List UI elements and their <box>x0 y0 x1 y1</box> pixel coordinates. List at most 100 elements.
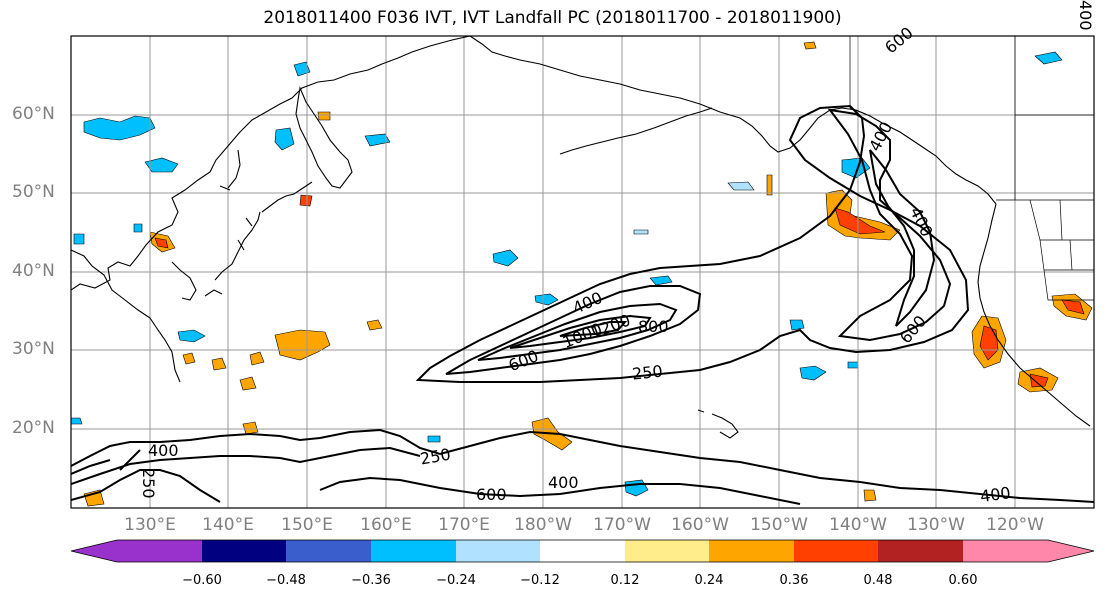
contour-label: 800 <box>638 317 669 336</box>
pc-patch <box>624 479 649 497</box>
pc-patch <box>182 352 196 365</box>
lat-label-40n: 40°N <box>12 261 55 281</box>
lon-label-150w: 150°W <box>750 515 808 535</box>
lon-label-120w: 120°W <box>986 515 1044 535</box>
coastline-alaska <box>469 36 997 205</box>
contour-label: 600 <box>881 23 917 57</box>
pc-patch <box>239 376 257 391</box>
pc-patch <box>177 329 206 343</box>
contour-label: 400 <box>979 483 1012 506</box>
colorbar-tick: −0.24 <box>436 573 476 588</box>
lon-label-140e: 140°E <box>202 515 254 535</box>
coastlines <box>71 36 1091 439</box>
ivt-contour-250-plume <box>415 104 970 383</box>
pc-patch <box>534 293 559 306</box>
lat-label-20n: 20°N <box>12 418 55 438</box>
pc-patch <box>789 319 805 331</box>
pc-patch <box>211 357 227 371</box>
contour-label: 400 <box>548 473 579 492</box>
ivt-contour-sw-600 <box>71 469 801 505</box>
map-panel <box>71 36 1094 508</box>
colorbar-tick: 0.24 <box>694 573 724 588</box>
colorbar-segment <box>878 540 963 562</box>
contour-label: 400 <box>148 441 179 460</box>
colorbar-tick: 0.12 <box>610 573 640 588</box>
colorbar-segment <box>540 540 625 562</box>
pc-patch <box>649 275 673 286</box>
pc-patch <box>847 361 859 369</box>
ivt-contour-sw-400 <box>71 428 1094 503</box>
pc-patch <box>317 111 331 121</box>
colorbar-segment <box>709 540 794 562</box>
colorbar-tick: −0.48 <box>266 573 306 588</box>
pc-patch <box>144 157 179 173</box>
pc-patch <box>249 351 265 366</box>
contour-label: 250 <box>139 468 158 499</box>
lon-label-170w: 170°W <box>593 515 651 535</box>
pc-patch <box>71 417 83 425</box>
pc-patch <box>242 421 259 435</box>
lon-label-160e: 160°E <box>360 515 412 535</box>
lon-label-130e: 130°E <box>124 515 176 535</box>
pc-patch <box>766 174 773 196</box>
colorbar-segment <box>286 540 371 562</box>
colorbar-segment <box>963 540 1048 562</box>
coastline-kamchatka <box>295 86 353 189</box>
pc-patch <box>825 189 901 241</box>
pc-patch <box>73 233 85 245</box>
colorbar-segment <box>794 540 878 562</box>
border-alaska-canada <box>849 36 913 141</box>
lat-label-60n: 60°N <box>12 104 55 124</box>
lon-label-130w: 130°W <box>907 515 965 535</box>
map-frame <box>70 35 1095 509</box>
colorbar-extend-low <box>71 540 117 562</box>
colorbar-tick: 0.60 <box>948 573 978 588</box>
colorbar-segment <box>625 540 709 562</box>
coastline-aleutians <box>559 107 713 155</box>
border-canada-provinces <box>1014 36 1094 200</box>
positive-anomaly-patches <box>83 41 1093 507</box>
ivt-contours <box>71 104 1094 505</box>
colorbar-segment <box>202 540 286 562</box>
ivt-contour-400-north <box>827 108 952 342</box>
ivt-contour-1000 <box>559 321 628 337</box>
lon-label-170e: 170°E <box>438 515 490 535</box>
contour-label: 600 <box>506 346 541 375</box>
lat-label-30n: 30°N <box>12 339 55 359</box>
pc-patch <box>274 127 295 151</box>
colorbar-tick: −0.60 <box>182 573 222 588</box>
lon-label-160w: 160°W <box>671 515 729 535</box>
map-title: 2018011400 F036 IVT, IVT Landfall PC (20… <box>263 8 842 28</box>
contour-label: 400 <box>1076 0 1095 31</box>
political-boundaries <box>849 36 1094 301</box>
lat-label-50n: 50°N <box>12 182 55 202</box>
colorbar-outline <box>70 539 1095 563</box>
coastline-asia <box>71 36 471 291</box>
coastline-japan <box>204 211 261 297</box>
contour-label: 600 <box>476 485 507 504</box>
lon-label-140w: 140°W <box>829 515 887 535</box>
coastline-korea <box>171 261 197 301</box>
pc-patch <box>633 229 649 235</box>
pc-patch <box>803 41 817 50</box>
ivt-contour-400-plume <box>445 285 702 375</box>
coastline-sakhalin <box>219 149 241 191</box>
pc-patch <box>727 181 755 191</box>
colorbar-extend-high <box>1048 540 1094 562</box>
pc-patch <box>427 435 441 443</box>
colorbar-segment <box>456 540 540 562</box>
pc-patch <box>863 489 877 502</box>
pc-patch <box>274 329 331 361</box>
lon-label-150e: 150°E <box>281 515 333 535</box>
pc-patch <box>293 61 311 77</box>
graticule <box>71 36 1094 508</box>
ivt-contour-600-north <box>869 149 936 327</box>
coastline-kurils <box>261 181 313 213</box>
pc-patch <box>364 133 391 147</box>
colorbar-tick: 0.48 <box>863 573 893 588</box>
pc-patch <box>492 249 519 267</box>
contour-label: 400 <box>865 119 896 155</box>
pc-patch <box>1034 51 1063 65</box>
colorbar-tick: −0.36 <box>351 573 391 588</box>
colorbar <box>70 539 1095 563</box>
